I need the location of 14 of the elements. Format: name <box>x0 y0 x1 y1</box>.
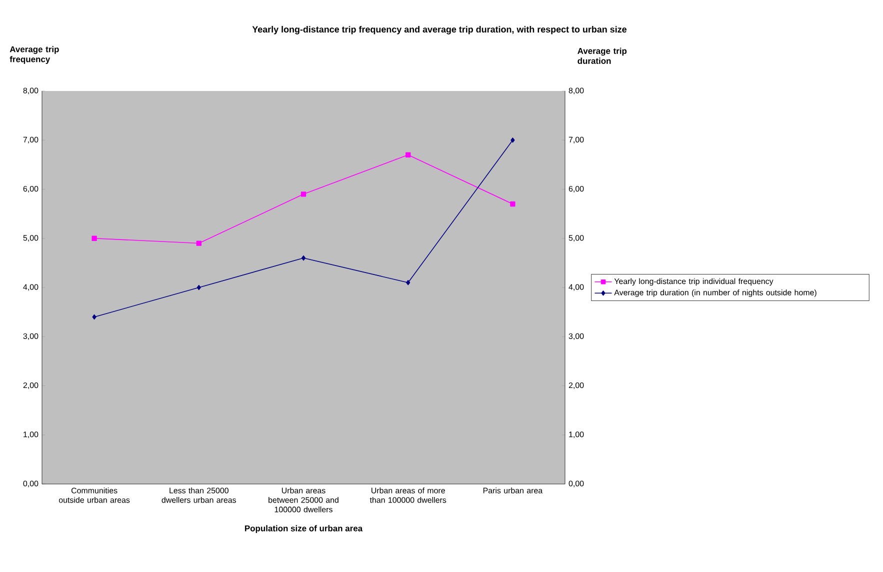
point <box>406 152 411 158</box>
x-axis-title: Population size of urban area <box>245 525 363 534</box>
point <box>92 236 97 241</box>
point <box>300 192 306 197</box>
y-axis-title: Average trip frequency <box>10 46 59 64</box>
point <box>406 280 410 286</box>
point <box>92 314 96 320</box>
point <box>301 255 306 261</box>
point <box>510 138 515 143</box>
chart-title: Yearly long-distance trip frequency and average trip duration, with respect to urban size <box>252 26 627 34</box>
point <box>196 240 202 246</box>
point <box>510 201 516 207</box>
y2-axis-title: Average trip duration <box>578 48 627 64</box>
point <box>196 284 201 290</box>
